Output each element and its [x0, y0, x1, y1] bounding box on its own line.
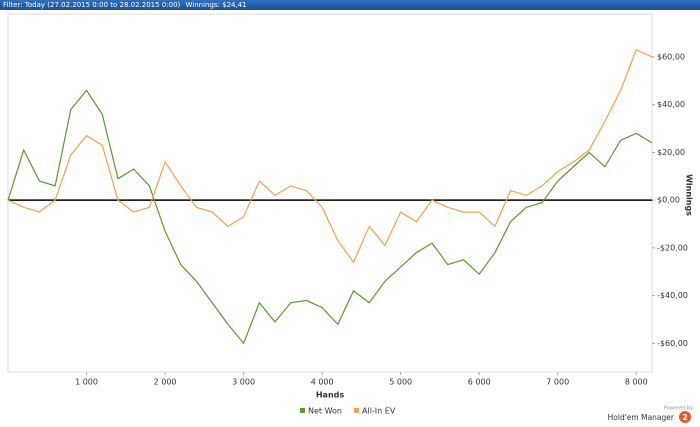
logo-version: 2: [682, 413, 688, 422]
y-tick-label: $0,00: [657, 196, 680, 205]
winnings-text: Winnings: $24,41: [185, 1, 247, 9]
plot-frame: [7, 13, 653, 373]
series-line: [7, 89, 653, 345]
y-tick-label: $40,00: [657, 100, 685, 109]
x-tick-label: 5 000: [389, 378, 412, 387]
y-axis-title: Winnings: [685, 174, 694, 216]
product-name: Hold'em Manager: [608, 413, 675, 422]
x-tick-label: 3 000: [232, 378, 255, 387]
x-tick-label: 6 000: [468, 378, 491, 387]
x-tick-label: 4 000: [311, 378, 334, 387]
x-tick-label: 8 000: [625, 378, 648, 387]
legend-swatch: [354, 408, 359, 413]
x-tick-label: 7 000: [546, 378, 569, 387]
filter-text: Filter: Today (27.02.2015 0:00 to 28.02.…: [3, 1, 181, 9]
x-axis-title: Hands: [316, 391, 345, 400]
legend-swatch: [300, 408, 305, 413]
legend-label: All-In EV: [362, 407, 396, 416]
filter-bar: Filter: Today (27.02.2015 0:00 to 28.02.…: [0, 0, 700, 10]
y-tick-label: -$40,00: [657, 291, 688, 300]
powered-by: Powered by: [664, 406, 693, 412]
series-line: [7, 48, 653, 264]
x-tick-label: 2 000: [154, 378, 177, 387]
logo: [679, 411, 691, 423]
y-tick-label: $60,00: [657, 52, 685, 61]
x-tick-label: 1 000: [75, 378, 98, 387]
legend-label: Net Won: [308, 407, 342, 416]
y-tick-label: $20,00: [657, 148, 685, 157]
y-tick-label: -$20,00: [657, 243, 688, 252]
y-tick-label: -$60,00: [657, 339, 688, 348]
